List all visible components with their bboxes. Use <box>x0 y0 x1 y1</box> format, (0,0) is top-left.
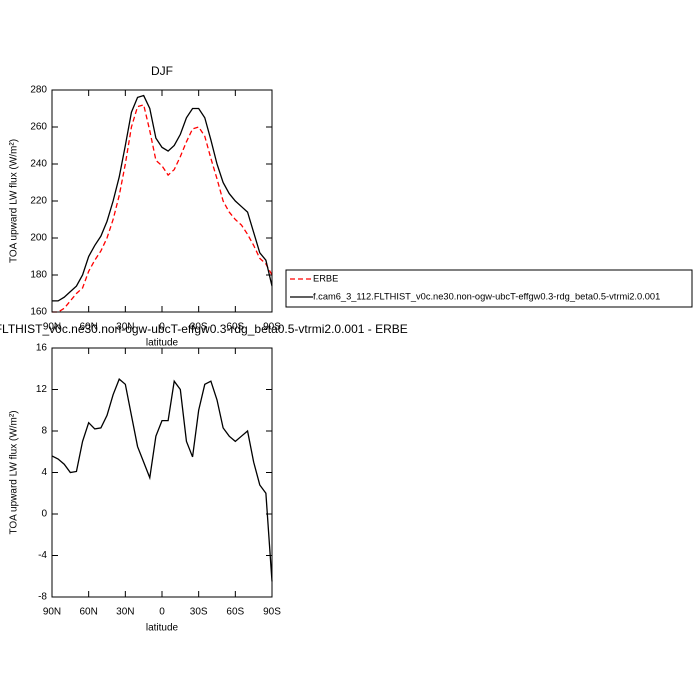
data-line <box>52 94 273 302</box>
legend-label: ERBE <box>313 273 338 283</box>
y-tick-label: 12 <box>36 384 48 395</box>
x-tick-label: 60S <box>226 322 244 333</box>
y-tick-label: -4 <box>38 550 47 561</box>
plot-frame <box>51 89 273 313</box>
x-tick-label: 60N <box>79 322 97 333</box>
x-tick-label: 90S <box>263 322 281 333</box>
x-tick-label: 0 <box>159 607 165 618</box>
legend-box <box>285 269 693 308</box>
y-tick-label: 16 <box>36 343 48 354</box>
y-tick-label: -8 <box>38 592 47 603</box>
x-tick-label: 0 <box>159 322 165 333</box>
x-tick-label: 60S <box>226 607 244 618</box>
y-tick-label: 8 <box>41 426 47 437</box>
x-tick-label: 30N <box>116 607 134 618</box>
y-tick-label: 0 <box>41 509 47 520</box>
x-tick-label: 30S <box>190 607 208 618</box>
legend-label: f.cam6_3_112.FLTHIST_v0c.ne30.non-ogw-ub… <box>313 291 660 301</box>
y-tick-label: 160 <box>30 307 47 318</box>
x-tick-label: 90S <box>263 607 281 618</box>
y-tick-label: 280 <box>30 85 47 96</box>
y-axis-label: TOA upward LW flux (W/m²) <box>9 139 20 263</box>
y-tick-label: 180 <box>30 270 47 281</box>
data-line <box>52 103 273 313</box>
x-tick-label: 90N <box>43 322 61 333</box>
x-axis-label: latitude <box>146 338 179 349</box>
y-tick-label: 200 <box>30 233 47 244</box>
chart-title: DJF <box>151 64 173 78</box>
x-tick-label: 90N <box>43 607 61 618</box>
chart-title: f.cam6_3_112.FLTHIST_v0c.ne30.non-ogw-ub… <box>0 322 408 336</box>
x-tick-label: 30N <box>116 322 134 333</box>
plot-frame <box>51 347 273 598</box>
x-axis-label: latitude <box>146 623 179 634</box>
y-tick-label: 4 <box>41 467 47 478</box>
data-line <box>51 378 273 582</box>
y-axis-label: TOA upward LW flux (W/m²) <box>9 410 20 534</box>
y-tick-label: 220 <box>30 196 47 207</box>
x-tick-label: 60N <box>79 607 97 618</box>
x-tick-label: 30S <box>190 322 208 333</box>
y-tick-label: 260 <box>30 122 47 133</box>
y-tick-label: 240 <box>30 159 47 170</box>
